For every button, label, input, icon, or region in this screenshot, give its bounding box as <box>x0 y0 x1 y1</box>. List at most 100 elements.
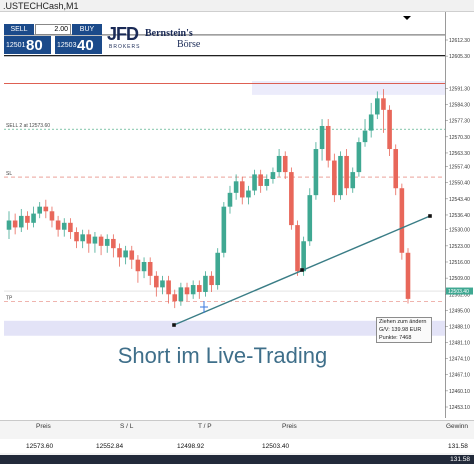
positions-table: Preis S / L T / P Preis Gewinn 12573.60 … <box>0 420 474 464</box>
price-axis-label: 12523.00 <box>449 244 470 250</box>
candle-body <box>203 275 208 292</box>
candle <box>295 220 300 276</box>
candle-body <box>375 98 380 115</box>
chart-shift-marker <box>403 16 411 20</box>
candle-body <box>356 142 362 173</box>
candle <box>74 227 79 249</box>
current-price-label: 12503.40 <box>448 289 469 295</box>
sell-button[interactable]: SELL <box>4 24 34 35</box>
candle-body <box>381 98 386 110</box>
jfd-logo: JFD BROKERS <box>107 24 141 54</box>
price-axis-label: 12460.10 <box>449 389 470 395</box>
current-price-box <box>446 287 473 295</box>
candle <box>92 232 98 253</box>
price-axis-label: 12550.40 <box>449 181 470 187</box>
buy-price-big: 40 <box>77 37 94 54</box>
price-axis-label: 12591.30 <box>449 86 470 92</box>
candle-body <box>264 179 270 186</box>
candle-body <box>270 172 276 180</box>
jfd-logo-text: JFD <box>107 24 139 44</box>
cell-profit: 131.58 <box>448 443 468 450</box>
price-axis-label: 12584.30 <box>449 103 470 109</box>
candle <box>55 215 61 237</box>
candle-body <box>276 155 282 173</box>
candle-body <box>295 225 300 272</box>
trend-line-anchor <box>428 214 432 218</box>
table-row[interactable] <box>0 439 474 453</box>
candle <box>190 280 196 299</box>
buy-button[interactable]: BUY <box>72 24 102 35</box>
price-axis-label: 12557.40 <box>449 165 470 171</box>
candle <box>350 167 356 193</box>
candle <box>160 275 165 295</box>
candle-body <box>98 236 104 246</box>
candle <box>362 119 368 147</box>
candle <box>338 151 343 200</box>
quantity-input[interactable]: 2.00 <box>35 24 71 35</box>
one-click-trade-panel: SELL 2.00 BUY 12501 80 12503 40 <box>4 24 102 54</box>
candle-body <box>184 287 190 295</box>
candle-body <box>350 172 356 189</box>
candle <box>68 218 73 239</box>
candle <box>270 167 276 184</box>
candle-body <box>129 250 135 260</box>
candle <box>184 282 190 302</box>
candle-body <box>190 285 196 295</box>
candle-body <box>209 275 214 286</box>
take-profit-label: TP <box>6 295 13 301</box>
candle <box>154 271 159 297</box>
price-axis-label: 12474.10 <box>449 357 470 363</box>
candle <box>375 91 380 120</box>
candle-body <box>178 287 184 302</box>
candle-body <box>43 206 49 212</box>
video-overlay-title: Short im Live-Trading <box>117 343 328 368</box>
candle-body <box>344 155 349 189</box>
tooltip-line-3: Punkte: 7468 <box>379 335 412 341</box>
candle-body <box>31 213 36 223</box>
candle <box>196 280 202 299</box>
candle-body <box>301 241 306 272</box>
highlight-band-top <box>252 81 445 95</box>
candle <box>147 257 153 286</box>
candle-body <box>6 220 12 230</box>
candle <box>313 142 319 200</box>
candle-body <box>123 250 128 258</box>
candle-body <box>221 206 227 253</box>
candle-body <box>37 206 42 214</box>
candle <box>233 174 239 200</box>
candle-body <box>313 149 319 196</box>
candle-body <box>55 220 61 230</box>
window-title-bar: .USTECHCash,M1 <box>0 0 474 12</box>
candle-body <box>289 172 294 226</box>
candle-body <box>282 155 288 173</box>
col-header-tp: T / P <box>198 423 212 430</box>
buy-price-button[interactable]: 12503 40 <box>55 36 102 54</box>
sell-price-button[interactable]: 12501 80 <box>4 36 51 54</box>
price-axis-label: 12605.30 <box>449 54 470 60</box>
col-header-price: Preis <box>36 423 51 430</box>
candle-body <box>405 252 411 299</box>
bb-logo-line1: Bernstein's <box>145 28 193 39</box>
cell-current-price: 12503.40 <box>262 443 290 450</box>
candle-body <box>12 220 18 228</box>
candle-body <box>92 236 98 244</box>
col-header-sl: S / L <box>120 423 134 430</box>
candle-body <box>246 190 251 198</box>
price-axis-label: 12495.00 <box>449 308 470 314</box>
candle <box>209 271 214 292</box>
candle-body <box>325 125 331 161</box>
candle-body <box>215 252 221 286</box>
drag-tooltip: Ziehen zum ändern G/V: 139.98 EUR Punkte… <box>376 317 432 343</box>
candle <box>86 229 92 253</box>
candle-body <box>25 215 30 223</box>
candle <box>399 183 405 260</box>
candle-body <box>307 195 313 242</box>
candle-body <box>160 280 165 288</box>
candlestick-chart[interactable]: SELL 2 at 12573.60 SL TP 12612.30 12605.30 1… <box>0 12 474 418</box>
candle-body <box>368 114 374 131</box>
window-title: .USTECHCash,M1 <box>3 1 79 11</box>
buy-price-small: 12503 <box>57 42 77 49</box>
candle <box>282 151 288 180</box>
bernsteins-boerse-logo: Bernstein's Börse <box>145 26 235 52</box>
candle <box>117 243 122 267</box>
